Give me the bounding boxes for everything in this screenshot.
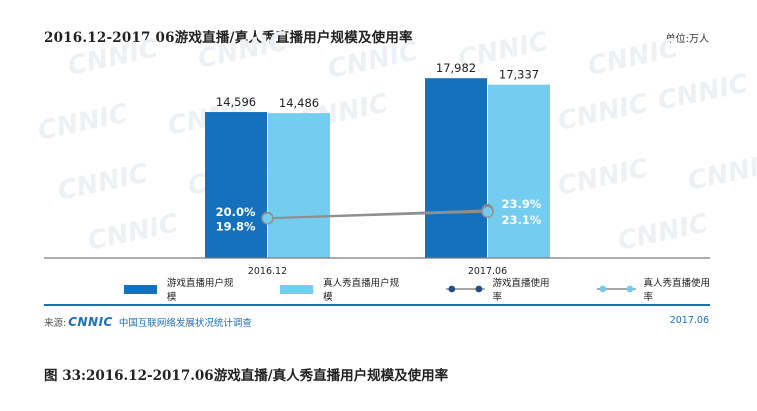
- figure-caption: 图 33:2016.12-2017.06游戏直播/真人秀直播用户规模及使用率: [44, 368, 449, 384]
- watermark-text: CNNIC: [585, 34, 681, 82]
- source-prefix: 来源:: [44, 318, 67, 329]
- legend-item-game-rate: 游戏直播使用率: [445, 275, 557, 303]
- legend: 游戏直播用户规模 真人秀直播用户规模 游戏直播使用率 真人秀直播使用率: [124, 278, 757, 303]
- legend-item-show-rate: 真人秀直播使用率: [596, 275, 717, 303]
- rate-value-label: 23.9%: [502, 197, 542, 211]
- bar-value-label: 14,596: [216, 95, 256, 109]
- chart-title: 2016.12-2017.06游戏直播/真人秀直播用户规模及使用率: [44, 30, 413, 46]
- bar-value-label: 17,337: [499, 68, 539, 82]
- legend-label-game-users: 游戏直播用户规模: [166, 278, 234, 303]
- report-date: 2017.06: [669, 315, 709, 326]
- rate-point: [481, 205, 494, 219]
- bar-value-label: 14,486: [279, 96, 319, 110]
- watermark-text: CNNIC: [655, 69, 751, 117]
- x-tick-label: 2017.06: [468, 266, 507, 277]
- unit-label: 单位:万人: [665, 34, 709, 45]
- legend-item-game-users: 游戏直播用户规模: [124, 275, 240, 303]
- legend-swatch-show-users: [280, 284, 314, 294]
- rate-point: [261, 212, 274, 225]
- watermark-text: CNNIC: [615, 209, 711, 257]
- watermark-text: CNNIC: [55, 159, 151, 207]
- separator-line: [44, 304, 710, 306]
- source-org: 中国互联网络发展状况统计调查: [118, 318, 252, 329]
- legend-item-show-users: 真人秀直播用户规模: [280, 275, 406, 303]
- legend-label-game-rate: 游戏直播使用率: [492, 278, 550, 303]
- bar: [205, 112, 267, 258]
- rate-value-label: 20.0%: [216, 205, 256, 219]
- rate-lines: 20.0% 23.9% 19.8% 23.1%: [216, 197, 542, 233]
- watermark-text: CNNIC: [35, 99, 131, 147]
- bar: [488, 84, 550, 258]
- x-tick-label: 2016.12: [248, 266, 287, 277]
- watermark-text: CNNIC: [325, 37, 421, 85]
- watermark-text: CNNIC: [555, 89, 651, 137]
- watermark-text: CNNIC: [685, 149, 757, 197]
- rate-line: [267, 211, 488, 220]
- bar: [425, 78, 487, 259]
- bars: 14,596 17,982 14,486 17,337: [205, 61, 550, 259]
- legend-swatch-game-users: [124, 284, 157, 294]
- bar-value-label: 17,982: [436, 61, 476, 75]
- legend-label-show-users: 真人秀直播用户规模: [323, 278, 400, 303]
- legend-label-show-rate: 真人秀直播使用率: [643, 278, 711, 303]
- source-line: 来源: CNNIC 中国互联网络发展状况统计调查: [44, 315, 252, 329]
- watermark-text: CNNIC: [195, 27, 291, 75]
- x-tick-labels: 2016.12 2017.06: [248, 266, 507, 277]
- watermark-text: CNNIC: [85, 209, 181, 257]
- watermark-text: CNNIC: [65, 34, 161, 82]
- bar: [268, 113, 330, 258]
- legend-swatch-game-rate: [445, 285, 485, 293]
- cnnic-logo: CNNIC: [68, 315, 113, 329]
- legend-swatch-show-rate: [596, 285, 636, 293]
- rate-value-label: 19.8%: [216, 219, 256, 233]
- rate-value-label: 23.1%: [502, 213, 542, 227]
- watermark-text: CNNIC: [555, 154, 651, 202]
